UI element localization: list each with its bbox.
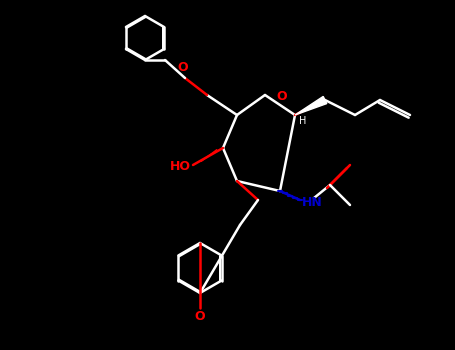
Text: HN: HN	[302, 196, 323, 209]
Text: O: O	[195, 309, 205, 322]
Text: H: H	[299, 116, 306, 126]
Text: O: O	[277, 91, 287, 104]
Text: HO: HO	[170, 161, 191, 174]
Polygon shape	[295, 96, 327, 115]
Text: O: O	[178, 61, 188, 74]
